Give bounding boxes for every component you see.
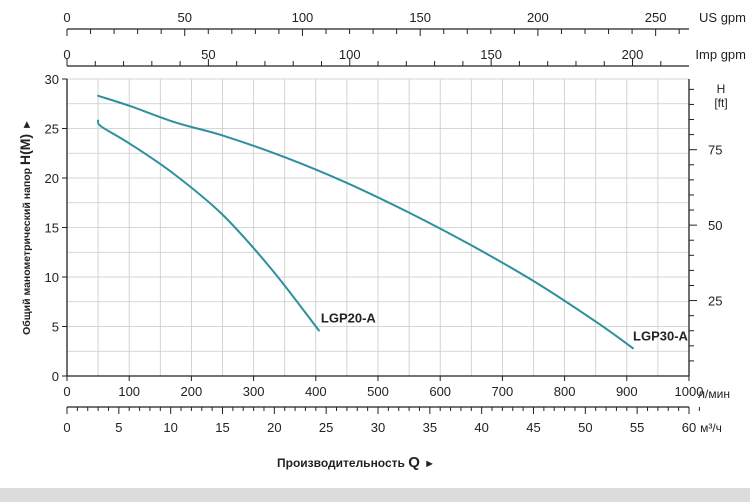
x-tick-label: 900: [616, 384, 638, 399]
m3h-tick-label: 0: [63, 420, 70, 435]
x-tick-label: 500: [367, 384, 389, 399]
y-axis-title: Общий манометрический напор H(M) ►: [17, 119, 33, 335]
x-tick-label: 400: [305, 384, 327, 399]
m3h-tick-label: 20: [267, 420, 281, 435]
x-tick-label: 200: [181, 384, 203, 399]
x-axis-title-symbol: Q: [408, 454, 424, 471]
ft-axis-label-top: H: [717, 82, 726, 96]
x-tick-label: 0: [63, 384, 70, 399]
m3h-tick-label: 30: [371, 420, 385, 435]
us-gpm-tick-label: 250: [645, 10, 667, 25]
m3h-unit-label: м³/ч: [700, 421, 722, 435]
m3h-tick-label: 55: [630, 420, 644, 435]
x-axis-title-text: Производительность: [277, 456, 408, 470]
m3h-tick-label: 5: [115, 420, 122, 435]
x-axis-title-arrow: ►: [424, 458, 435, 470]
m3h-tick-label: 25: [319, 420, 333, 435]
m3h-tick-label: 50: [578, 420, 592, 435]
y-tick-label: 30: [45, 72, 59, 87]
series-line-lgp30-a: [97, 94, 634, 350]
bottom-band: [0, 488, 750, 502]
y-tick-label: 10: [45, 270, 59, 285]
x-tick-label: 800: [554, 384, 576, 399]
y-axis-title-symbol: H(M): [17, 130, 33, 165]
imp-gpm-unit-label: Imp gpm: [695, 47, 746, 62]
x-tick-label: 600: [429, 384, 451, 399]
x-axis-title: Производительность Q ►: [277, 454, 435, 471]
imp-gpm-tick-label: 100: [339, 47, 361, 62]
ft-tick-label: 75: [708, 143, 722, 158]
m3h-tick-label: 35: [423, 420, 437, 435]
x-tick-label: 100: [118, 384, 140, 399]
m3h-tick-label: 15: [215, 420, 229, 435]
series-line-lgp20-a: [96, 119, 320, 332]
y-tick-label: 0: [52, 369, 59, 384]
imp-gpm-tick-label: 150: [480, 47, 502, 62]
y-tick-label: 5: [52, 320, 59, 335]
y-tick-label: 20: [45, 171, 59, 186]
x-tick-label: 700: [492, 384, 514, 399]
y-tick-label: 25: [45, 122, 59, 137]
y-tick-label: 15: [45, 221, 59, 236]
ft-axis-label-bottom: [ft]: [714, 96, 727, 110]
ft-tick-label: 50: [708, 218, 722, 233]
us-gpm-tick-label: 150: [409, 10, 431, 25]
us-gpm-unit-label: US gpm: [699, 10, 746, 25]
series-label-lgp20-a: LGP20-A: [321, 310, 377, 325]
ft-tick-label: 25: [708, 294, 722, 309]
us-gpm-tick-label: 0: [63, 10, 70, 25]
series-label-lgp30-a: LGP30-A: [633, 328, 689, 343]
m3h-tick-label: 10: [163, 420, 177, 435]
us-gpm-tick-label: 200: [527, 10, 549, 25]
imp-gpm-tick-label: 200: [622, 47, 644, 62]
x-tick-label: 300: [243, 384, 265, 399]
imp-gpm-tick-label: 50: [201, 47, 215, 62]
us-gpm-tick-label: 100: [292, 10, 314, 25]
m3h-tick-label: 40: [474, 420, 488, 435]
x-unit-label: л/мин: [698, 387, 730, 401]
m3h-tick-label: 60: [682, 420, 696, 435]
us-gpm-tick-label: 50: [177, 10, 191, 25]
imp-gpm-tick-label: 0: [63, 47, 70, 62]
y-axis-title-arrow: ►: [21, 119, 33, 130]
m3h-tick-label: 45: [526, 420, 540, 435]
y-axis-title-text: Общий манометрический напор: [21, 165, 33, 335]
x-tick-label: 1000: [675, 384, 704, 399]
